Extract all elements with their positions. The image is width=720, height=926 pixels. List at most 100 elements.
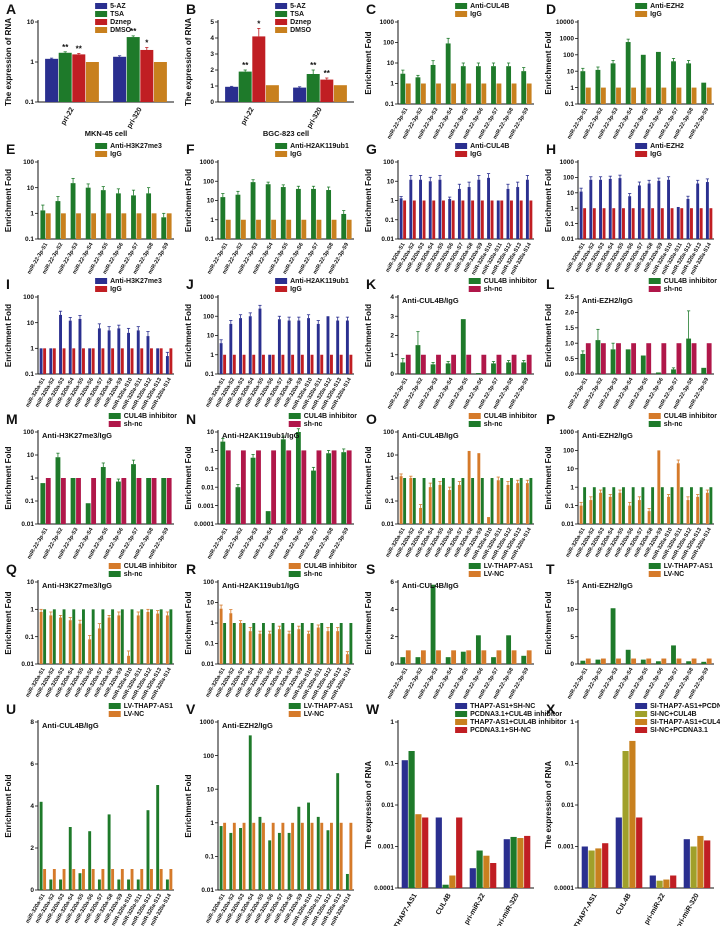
legend-label: TSA (110, 11, 124, 18)
y-tick-label: 0.0001 (374, 885, 394, 892)
panel-letter: A (6, 1, 16, 17)
bar-D-s0-c0 (580, 71, 586, 104)
bar-K-s0-c3 (445, 363, 451, 374)
legend-swatch (468, 563, 481, 569)
y-tick-label: 0.1 (25, 498, 34, 505)
bar-L-s0-c7 (686, 338, 692, 374)
bar-N-s1-c5 (301, 450, 307, 524)
bar-C-s1-c2 (436, 83, 441, 104)
bar-X-s0-c0 (581, 846, 588, 888)
bar-H-s0-c3 (608, 178, 612, 239)
bar-S-s1-c0 (405, 650, 411, 664)
y-tick-label: 0.1 (565, 761, 574, 768)
legend-swatch (275, 143, 288, 149)
panel-letter: W (366, 701, 380, 717)
bar-S-s1-c7 (511, 650, 517, 664)
bar-N-s1-c3 (271, 450, 277, 524)
bar-O-s1-c10 (500, 478, 504, 524)
bar-H-s1-c11 (690, 208, 693, 239)
bar-V-s1-c5 (271, 822, 275, 890)
bar-X-s2-c1 (629, 740, 636, 888)
bar-I-s1-c11 (150, 348, 153, 374)
bar-K-s0-c0 (400, 362, 406, 374)
bar-U-s1-c8 (120, 869, 124, 890)
bar-O-s1-c5 (451, 478, 455, 524)
panel-N: N 0.0001 0.001 0.01 0.1 1 10 Enrichment Fold miR… (180, 410, 360, 560)
bar-J-s1-c11 (330, 354, 333, 374)
bar-H-s0-c5 (628, 196, 632, 239)
bar-S-s1-c6 (496, 650, 502, 664)
legend-label: LV-THAP7-AS1 (304, 703, 353, 710)
bar-I-s0-c1 (49, 348, 53, 374)
bar-F-s1-c3 (271, 219, 277, 239)
y-tick-label: 1 (570, 85, 574, 92)
x-tick-label: pri-miR-22 (463, 892, 486, 926)
bar-U-s0-c5 (88, 831, 92, 890)
legend-label: CUL4B inhibitor (304, 413, 358, 420)
legend-label: Anti-EZH2 (650, 3, 684, 10)
y-tick-label: 100 (563, 448, 574, 455)
bar-J-s1-c13 (349, 354, 353, 374)
bar-P-s0-c11 (686, 500, 690, 524)
y-axis-label: Enrichment Fold (544, 169, 553, 232)
bar-S-s1-c1 (420, 650, 426, 664)
y-tick-label: 1.5 (565, 325, 574, 332)
bar-P-s1-c6 (641, 487, 645, 524)
bar-M-s0-c1 (55, 457, 61, 524)
bar-H-s1-c1 (592, 208, 596, 239)
y-axis-label: Enrichment Fold (184, 774, 193, 837)
bar-S-s1-c2 (436, 650, 441, 664)
bar-L-s1-c7 (691, 343, 697, 374)
y-tick-label: 0.0 (565, 371, 574, 378)
bar-W-s0-c3 (503, 839, 510, 888)
bar-I-s0-c6 (97, 328, 101, 374)
bar-U-s0-c0 (39, 801, 43, 890)
legend-swatch (648, 421, 661, 427)
legend-label: CUL4B inhibitor (304, 563, 358, 570)
legend-swatch (275, 27, 288, 33)
panel-title: Anti-CUL4B/IgG (402, 581, 459, 590)
bar-Q-s1-c7 (111, 609, 115, 664)
legend-swatch (108, 421, 121, 427)
panel-title: Anti-CUL4B/IgG (42, 721, 99, 730)
bar-U-s0-c7 (107, 814, 111, 890)
panel-title: Anti-H2AK119ub1/IgG (222, 581, 300, 590)
legend-label: IgG (110, 286, 122, 293)
y-tick-label: 0 (570, 661, 574, 668)
bar-D-s0-c3 (625, 42, 631, 104)
bar-V-s0-c5 (268, 840, 272, 890)
bar-S-s1-c5 (481, 650, 487, 664)
bar-P-s1-c4 (622, 487, 625, 524)
y-tick-label: 5 (210, 19, 214, 26)
panel-letter: E (6, 141, 15, 157)
bar-D-s0-c6 (671, 61, 676, 104)
bar-C-s0-c3 (445, 43, 451, 104)
bar-A-s0-c1 (113, 56, 127, 102)
legend-label: DMSO (110, 27, 132, 34)
bar-V-s1-c1 (232, 822, 236, 890)
y-tick-label: 0.1 (385, 498, 394, 505)
bar-P-s0-c7 (647, 511, 651, 524)
bar-G-s1-c5 (451, 200, 455, 239)
panel-letter: M (6, 411, 18, 427)
bar-P-s0-c8 (657, 450, 661, 524)
bar-J-s0-c5 (268, 354, 272, 374)
bar-N-s0-c1 (235, 487, 241, 524)
bar-G-s1-c7 (471, 200, 475, 239)
bar-I-s1-c2 (62, 348, 66, 374)
bar-M-s0-c4 (100, 467, 106, 524)
bar-G-s1-c8 (480, 200, 484, 239)
legend-swatch (108, 413, 121, 419)
bar-S-s1-c3 (451, 650, 457, 664)
bar-T-s1-c3 (631, 658, 637, 664)
bar-A-s3-c1 (153, 62, 167, 102)
bar-F-s1-c2 (256, 219, 261, 239)
y-tick-label: 0.01 (561, 802, 574, 809)
y-tick-label: 10 (27, 320, 35, 327)
bar-H-s0-c1 (589, 179, 593, 239)
y-tick-label: 1 (390, 198, 394, 205)
bar-K-s1-c4 (466, 354, 472, 374)
y-tick-label: 0 (390, 371, 394, 378)
